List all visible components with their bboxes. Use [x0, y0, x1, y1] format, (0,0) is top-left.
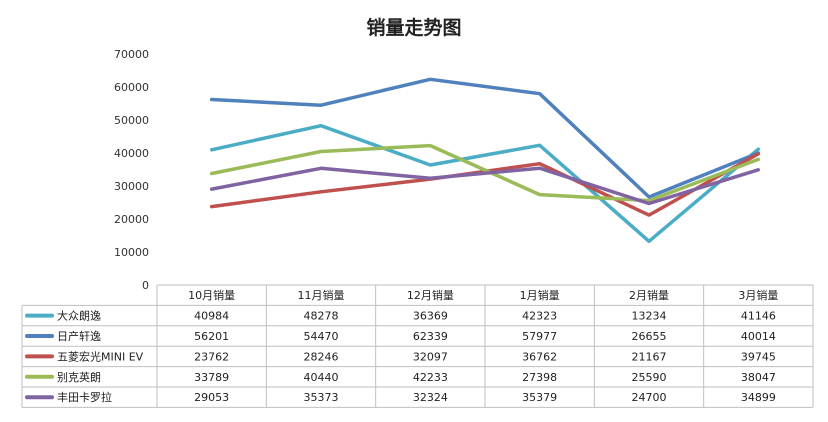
data-value: 62339 — [413, 330, 448, 343]
y-tick-label: 20000 — [114, 213, 149, 226]
data-value: 32324 — [413, 391, 448, 404]
y-tick-label: 40000 — [114, 147, 149, 160]
series-name: 日产轩逸 — [57, 329, 101, 343]
y-tick-label: 0 — [142, 279, 149, 292]
data-value: 42233 — [413, 371, 448, 384]
data-value: 35379 — [522, 391, 557, 404]
data-value: 24700 — [632, 391, 667, 404]
plot-area — [209, 77, 761, 244]
category-header: 10月销量 — [188, 288, 235, 302]
data-value: 32097 — [413, 350, 448, 363]
y-tick-label: 60000 — [114, 81, 149, 94]
chart-title: 销量走势图 — [366, 16, 461, 39]
data-value: 35373 — [304, 391, 339, 404]
data-value: 40984 — [194, 310, 229, 323]
data-value: 25590 — [632, 371, 667, 384]
category-header: 11月销量 — [298, 288, 345, 302]
data-value: 38047 — [741, 371, 776, 384]
series-line-1 — [209, 77, 761, 199]
series-name: 大众朗逸 — [57, 309, 101, 323]
category-header: 12月销量 — [407, 288, 454, 302]
data-value: 28246 — [304, 350, 339, 363]
data-value: 36762 — [522, 350, 557, 363]
data-value: 54470 — [304, 330, 339, 343]
y-axis: 0 10000 20000 30000 40000 50000 60000 70000 — [114, 48, 149, 292]
data-value: 34899 — [741, 391, 776, 404]
data-value: 27398 — [522, 371, 557, 384]
series-name: 五菱宏光MINI EV — [57, 349, 144, 363]
data-value: 40014 — [741, 330, 776, 343]
data-value: 57977 — [522, 330, 557, 343]
series-line-3 — [209, 143, 761, 203]
data-value: 39745 — [741, 350, 776, 363]
series-name: 丰田卡罗拉 — [57, 390, 112, 404]
data-value: 48278 — [304, 310, 339, 323]
data-value: 56201 — [194, 330, 229, 343]
y-tick-label: 10000 — [114, 246, 149, 259]
data-value: 13234 — [632, 310, 667, 323]
data-value: 42323 — [522, 310, 557, 323]
data-value: 33789 — [194, 371, 229, 384]
y-tick-label: 50000 — [114, 114, 149, 127]
series-line-0 — [209, 123, 761, 244]
category-header: 1月销量 — [520, 288, 560, 302]
y-tick-label: 70000 — [114, 48, 149, 61]
data-value: 40440 — [304, 371, 339, 384]
data-value: 23762 — [194, 350, 229, 363]
data-value: 26655 — [632, 330, 667, 343]
y-tick-label: 30000 — [114, 180, 149, 193]
series-name: 别克英朗 — [57, 370, 101, 384]
series-line-4 — [209, 166, 761, 206]
category-header: 3月销量 — [738, 288, 778, 302]
data-value: 29053 — [194, 391, 229, 404]
data-value: 21167 — [632, 350, 667, 363]
data-value: 41146 — [741, 310, 776, 323]
category-header: 2月销量 — [629, 288, 669, 302]
data-value: 36369 — [413, 310, 448, 323]
data-table-grid — [21, 284, 814, 408]
